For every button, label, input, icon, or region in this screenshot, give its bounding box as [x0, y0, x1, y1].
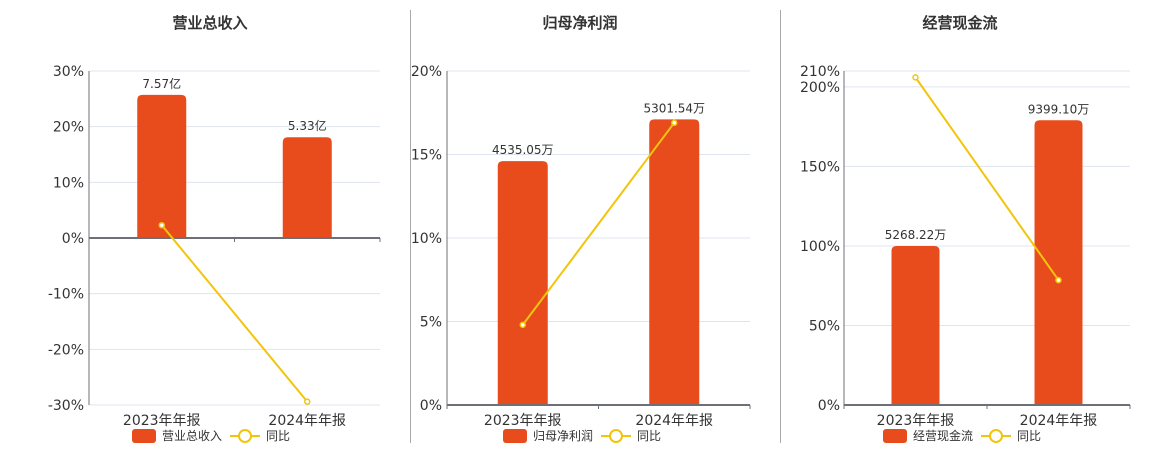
y-tick-label: 210% — [800, 64, 840, 80]
legend-bar-swatch[interactable] — [132, 428, 156, 443]
legend-bar-label[interactable]: 归母净利润 — [533, 429, 594, 443]
yoy-point — [912, 74, 919, 81]
bar — [649, 119, 700, 406]
y-tick-label: 5% — [420, 315, 442, 331]
legend-bar-label[interactable]: 营业总收入 — [162, 429, 223, 443]
x-category-label: 2024年年报 — [635, 413, 713, 429]
x-category-label: 2023年年报 — [484, 413, 562, 429]
yoy-point — [671, 119, 678, 127]
legend-bar-swatch[interactable] — [883, 428, 907, 443]
y-tick-label: 15% — [411, 148, 442, 164]
yoy-point — [158, 221, 165, 229]
bar-value-label: 9399.10万 — [1028, 102, 1090, 116]
bar-value-label: 5301.54万 — [643, 101, 705, 115]
legend-line-icon[interactable] — [981, 428, 1012, 443]
legend-net-profit: 归母净利润 同比 — [503, 427, 661, 444]
chart-title-revenue: 营业总收入 — [172, 14, 248, 32]
separator-1 — [410, 10, 411, 443]
y-tick-label: 0% — [62, 231, 84, 247]
x-category-label: 2024年年报 — [1020, 413, 1098, 429]
y-tick-label: -30% — [48, 398, 84, 414]
legend-line-icon[interactable] — [230, 428, 261, 443]
chart-title-cash-flow: 经营现金流 — [922, 14, 998, 32]
legend-line-label[interactable]: 同比 — [1017, 429, 1042, 443]
y-tick-label: 20% — [411, 64, 442, 80]
x-category-label: 2023年年报 — [877, 413, 955, 429]
legend-revenue: 营业总收入 同比 — [132, 427, 290, 444]
bar-value-label: 4535.05万 — [492, 143, 554, 157]
y-tick-label: 100% — [800, 239, 840, 255]
y-tick-label: 150% — [800, 159, 840, 175]
y-tick-label: -10% — [48, 287, 84, 303]
bar-value-label: 5268.22万 — [885, 228, 947, 242]
y-tick-label: 20% — [53, 120, 84, 136]
legend-line-label[interactable]: 同比 — [266, 429, 291, 443]
y-tick-label: -20% — [48, 342, 84, 358]
y-tick-label: 200% — [800, 80, 840, 96]
legend-bar-label[interactable]: 经营现金流 — [913, 429, 974, 443]
y-tick-label: 10% — [53, 175, 84, 191]
bar — [282, 137, 332, 238]
y-tick-label: 0% — [420, 398, 442, 414]
bar — [1034, 120, 1083, 406]
yoy-line — [521, 122, 676, 326]
yoy-point — [1055, 276, 1062, 284]
legend-line-label[interactable]: 同比 — [637, 429, 662, 443]
bar — [891, 245, 940, 405]
yoy-line — [914, 76, 1060, 281]
yoy-point — [519, 321, 526, 329]
bar — [497, 161, 548, 405]
y-tick-label: 10% — [411, 231, 442, 247]
legend-line-icon[interactable] — [601, 428, 632, 443]
y-tick-label: 0% — [818, 398, 840, 414]
x-category-label: 2024年年报 — [268, 413, 346, 429]
y-tick-label: 50% — [809, 318, 840, 334]
yoy-line — [160, 224, 309, 403]
x-category-label: 2023年年报 — [123, 413, 201, 429]
chart-title-net-profit: 归母净利润 — [542, 14, 618, 32]
y-tick-label: 30% — [53, 64, 84, 80]
legend-bar-swatch[interactable] — [503, 428, 527, 443]
bar-value-label: 7.57亿 — [142, 76, 181, 91]
separator-2 — [780, 10, 781, 443]
bar — [137, 94, 187, 238]
yoy-point — [304, 398, 311, 405]
legend-cash-flow: 经营现金流 同比 — [883, 427, 1041, 444]
bar-value-label: 5.33亿 — [288, 118, 327, 133]
